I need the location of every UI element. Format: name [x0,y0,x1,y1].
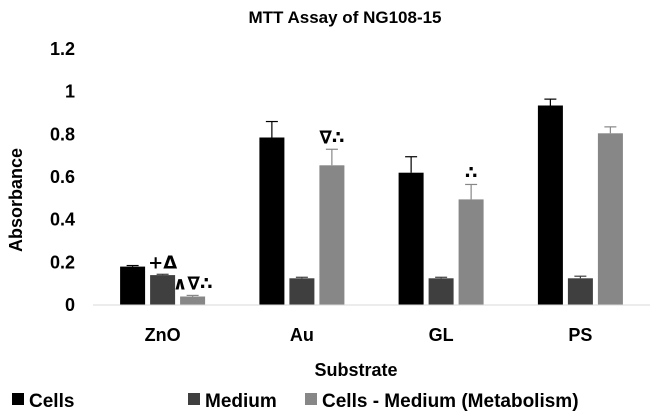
bar-gl-series-2 [458,199,484,305]
legend-label-1: Medium [205,391,277,412]
bar-ps-series-1 [567,278,593,305]
annotations: +Δ∧∇∴ ∇∴ ∴ [148,127,477,294]
legend: Cells Medium Cells - Medium (Metabolism) [12,391,579,412]
bar-zno-series-1 [150,275,176,305]
chart-title: MTT Assay of NG108-15 [248,8,441,27]
legend-label-2: Cells - Medium (Metabolism) [322,391,579,412]
y-tick-label: 0.8 [50,124,75,144]
y-tick-label: 1.2 [50,39,75,59]
bar-au-series-0 [259,137,285,305]
bar-ps-series-0 [537,105,563,305]
y-tick-label: 0.6 [50,167,75,187]
bar-au-series-2 [319,165,345,305]
legend-swatch-1 [188,393,200,405]
y-axis-title: Absorbance [6,148,26,252]
legend-swatch-0 [12,393,24,405]
legend-swatch-2 [305,393,317,405]
significance-annotation: ∴ [465,162,478,183]
legend-label-0: Cells [29,391,74,412]
bar-au-series-1 [289,278,315,305]
significance-annotation: ∇∴ [319,127,344,148]
x-tick-label-au: Au [290,325,314,345]
bar-ps-series-2 [597,133,623,305]
bar-gl-series-0 [398,172,424,305]
y-tick-label: 0 [65,295,75,315]
y-tick-label: 1 [65,82,75,102]
x-tick-label-zno: ZnO [145,325,181,345]
bar-zno-series-0 [120,266,146,305]
x-tick-labels: ZnO Au GL PS [145,325,593,345]
y-tick-labels: 0 0.2 0.4 0.6 0.8 1 1.2 [50,39,75,315]
x-tick-label-ps: PS [568,325,592,345]
bar-zno-series-2 [180,296,206,305]
x-axis-title: Substrate [314,360,397,380]
y-tick-label: 0.4 [50,210,75,230]
significance-annotation: +Δ [148,252,177,273]
bars [120,105,623,305]
bar-gl-series-1 [428,278,454,305]
x-tick-label-gl: GL [429,325,454,345]
error-bars [126,98,617,297]
y-tick-label: 0.2 [50,252,75,272]
significance-annotation: ∧∇∴ [173,273,213,294]
